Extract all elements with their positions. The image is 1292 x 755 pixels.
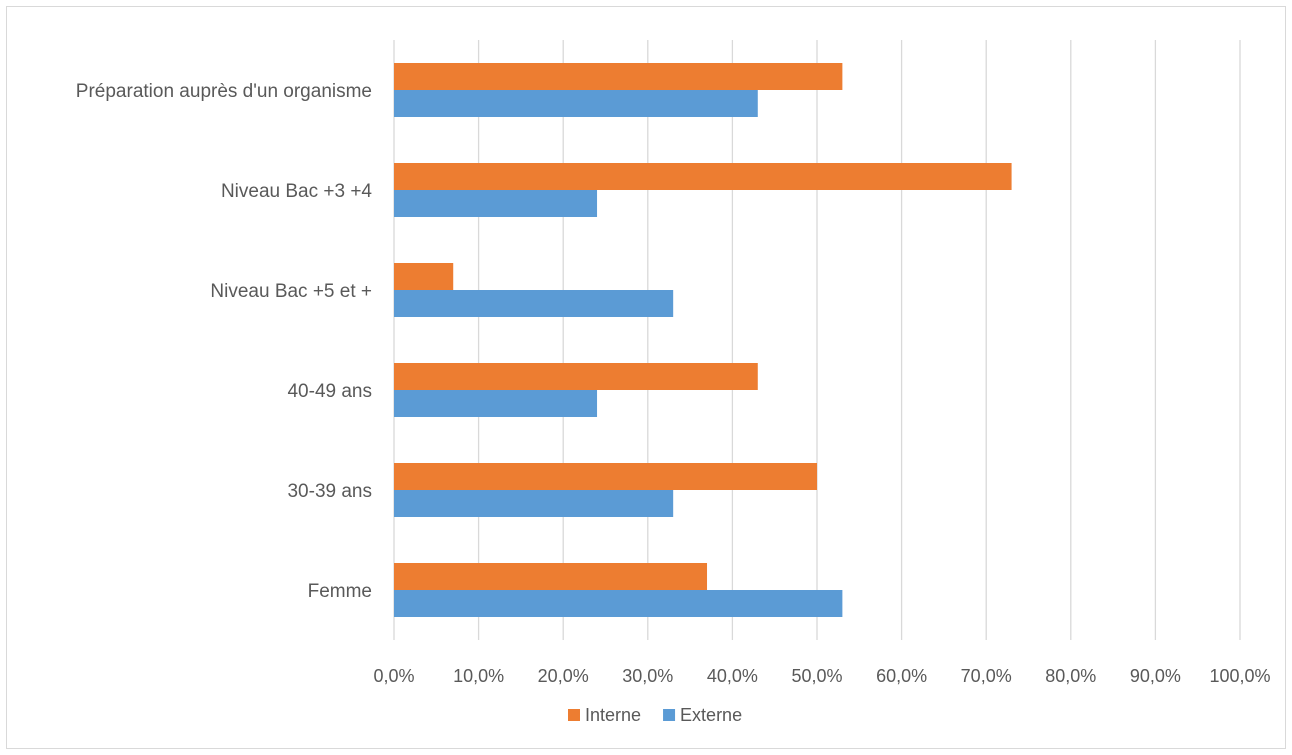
x-tick-label: 30,0% [622, 666, 673, 686]
legend-swatch-interne [568, 709, 580, 721]
bar-externe [394, 590, 843, 617]
x-tick-label: 0,0% [373, 666, 414, 686]
x-tick-labels: 0,0% 10,0% 20,0% 30,0% 40,0% 50,0% 60,0% 70,0% 8… [373, 666, 1270, 686]
bar-externe [394, 290, 674, 317]
bar-interne [394, 63, 843, 90]
legend-label-interne: Interne [585, 705, 641, 725]
bar-externe [394, 190, 598, 217]
category-label: Préparation auprès d'un organisme [76, 81, 372, 102]
x-tick-label: 70,0% [961, 666, 1012, 686]
x-tick-label: 90,0% [1130, 666, 1181, 686]
bars [394, 63, 1012, 617]
category-label: 40-49 ans [287, 381, 372, 402]
category-label: 30-39 ans [287, 481, 372, 502]
category-labels: Préparation auprès d'un organisme Niveau … [76, 81, 373, 602]
bar-interne [394, 463, 817, 490]
x-tick-label: 20,0% [538, 666, 589, 686]
x-tick-label: 10,0% [453, 666, 504, 686]
category-label: Niveau Bac +3 +4 [221, 181, 372, 202]
bar-interne [394, 563, 708, 590]
x-tick-label: 100,0% [1209, 666, 1270, 686]
bar-externe [394, 90, 758, 117]
bar-externe [394, 390, 598, 417]
x-tick-label: 80,0% [1045, 666, 1096, 686]
bar-externe [394, 490, 674, 517]
bar-interne [394, 363, 758, 390]
x-tick-label: 50,0% [791, 666, 842, 686]
x-tick-label: 40,0% [707, 666, 758, 686]
x-tick-label: 60,0% [876, 666, 927, 686]
category-label: Niveau Bac +5 et + [210, 281, 372, 302]
bar-interne [394, 263, 454, 290]
legend-label-externe: Externe [680, 705, 742, 725]
legend: Interne Externe [568, 705, 742, 725]
legend-swatch-externe [663, 709, 676, 721]
bar-interne [394, 163, 1012, 190]
gridlines [393, 40, 1241, 640]
category-label: Femme [308, 581, 372, 602]
